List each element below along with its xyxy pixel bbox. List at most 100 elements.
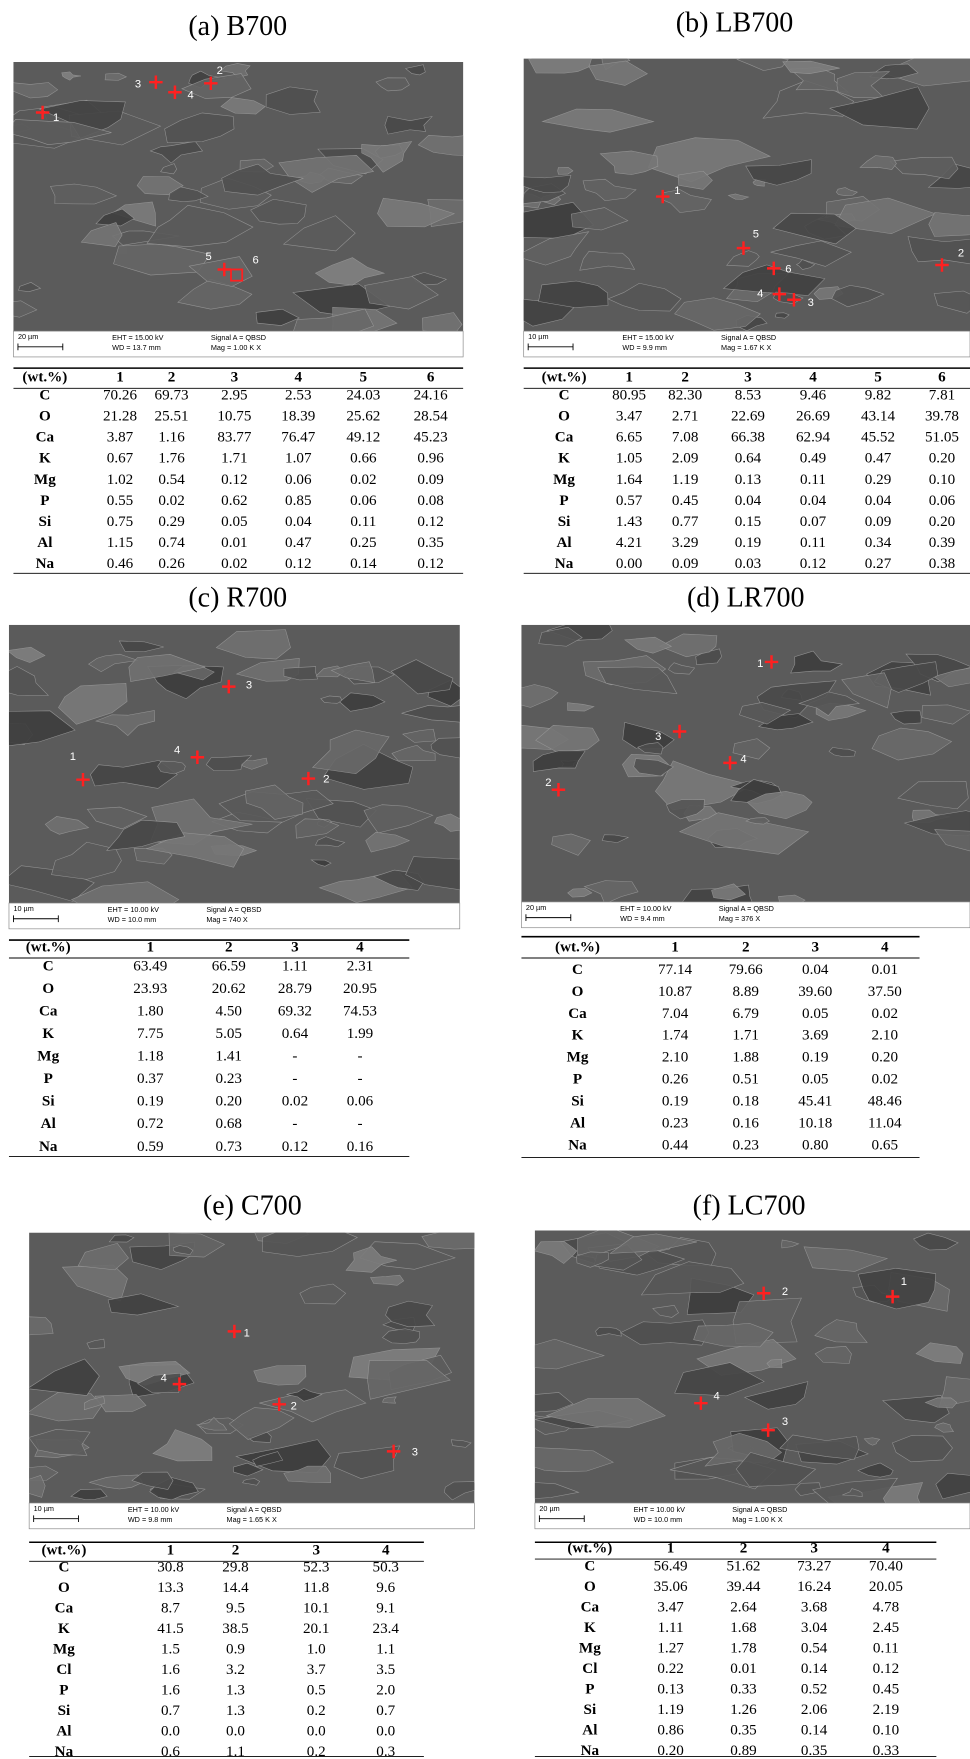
element-label: O	[572, 984, 584, 1000]
table-cell: 1.19	[657, 1702, 683, 1718]
table-cell: 73.27	[797, 1558, 831, 1574]
table-cell: 23.4	[373, 1621, 400, 1637]
table-cell: 0.18	[732, 1094, 758, 1110]
element-label: P	[559, 493, 568, 509]
element-label: Ca	[581, 1599, 600, 1615]
table-cell: 41.5	[157, 1621, 183, 1637]
table-cell: 0.44	[662, 1138, 689, 1154]
table-cell: 0.25	[350, 535, 376, 551]
element-label: K	[39, 451, 51, 467]
table-cell: 3.29	[672, 535, 698, 551]
table-cell: 10.1	[303, 1601, 329, 1617]
scale-label: 10 µm	[13, 904, 33, 913]
table-cell: 16.24	[797, 1579, 831, 1595]
element-label: Na	[555, 556, 574, 572]
table-cell: 0.74	[158, 535, 185, 551]
table-cell: 56.49	[654, 1558, 688, 1574]
signal-label: Signal A = QBSD	[227, 1505, 282, 1514]
table-cell: 0.45	[672, 493, 698, 509]
table-cell: 0.05	[802, 1072, 828, 1088]
table-cell: 0.5	[307, 1683, 326, 1699]
table-cell: 0.23	[216, 1071, 242, 1087]
table-cell: 1.3	[226, 1703, 245, 1719]
table-cell: 1.5	[161, 1642, 180, 1658]
table-header: 3	[810, 1540, 818, 1556]
table-cell: 0.12	[800, 556, 826, 572]
eht-label: EHT = 10.00 kV	[108, 905, 160, 914]
table-cell: 0.12	[417, 514, 443, 530]
element-label: Ca	[36, 430, 55, 446]
table-cell: 3.47	[657, 1599, 684, 1615]
table-cell: 0.02	[221, 556, 247, 572]
table-cell: 0.11	[800, 535, 826, 551]
element-label: Al	[56, 1724, 71, 1740]
element-label: Si	[571, 1094, 584, 1110]
table-cell: 80.95	[612, 388, 646, 404]
table-cell: 0.3	[376, 1744, 395, 1759]
element-label: Si	[58, 1703, 71, 1719]
element-label: K	[558, 451, 570, 467]
element-label: O	[558, 409, 570, 425]
panel-title: (f) LC700	[693, 1191, 806, 1222]
table-cell: 0.29	[865, 472, 891, 488]
table-cell: -	[292, 1049, 297, 1065]
table-cell: 39.60	[798, 984, 832, 1000]
element-label: Ca	[55, 1601, 74, 1617]
table-cell: 0.80	[802, 1138, 828, 1154]
table-cell: 1.05	[616, 451, 642, 467]
table-header: (wt.%)	[22, 370, 67, 386]
table-cell: 0.08	[417, 493, 443, 509]
table-cell: 2.53	[285, 388, 311, 404]
table-cell: 0.10	[873, 1723, 899, 1739]
table-cell: 0.20	[872, 1050, 898, 1066]
element-label: P	[59, 1683, 68, 1699]
table-cell: 14.4	[222, 1580, 249, 1596]
panel-title: (d) LR700	[687, 583, 805, 614]
table-cell: 82.30	[668, 388, 702, 404]
element-label: C	[39, 388, 50, 404]
table-cell: 0.59	[137, 1139, 163, 1155]
panel-title: (e) C700	[203, 1191, 302, 1222]
table-cell: 0.26	[662, 1072, 689, 1088]
element-label: Si	[39, 514, 52, 530]
table-cell: 0.15	[735, 514, 761, 530]
table-cell: 1.74	[662, 1028, 689, 1044]
table-cell: 0.33	[730, 1682, 756, 1698]
table-cell: 0.7	[161, 1703, 180, 1719]
table-cell: 25.62	[346, 409, 380, 425]
table-cell: 9.1	[376, 1601, 395, 1617]
table-cell: 0.01	[872, 962, 898, 978]
table-cell: 48.46	[868, 1094, 902, 1110]
element-label: Cl	[582, 1661, 597, 1677]
table-cell: 0.47	[285, 535, 312, 551]
table-cell: 0.64	[735, 451, 762, 467]
table-cell: 1.6	[161, 1683, 180, 1699]
point-label: 1	[757, 658, 763, 670]
element-label: Si	[584, 1702, 597, 1718]
point-label: 2	[323, 774, 329, 786]
wd-label: WD = 10.0 mm	[108, 915, 157, 924]
table-cell: 0.13	[657, 1682, 683, 1698]
point-label: 6	[253, 254, 259, 266]
table-cell: 74.53	[343, 1004, 377, 1020]
table-cell: 0.35	[801, 1743, 827, 1759]
table-cell: 70.40	[869, 1558, 903, 1574]
point-label: 4	[713, 1390, 719, 1402]
table-cell: 0.05	[802, 1006, 828, 1022]
table-cell: 45.52	[861, 430, 895, 446]
table-cell: 0.0	[376, 1724, 395, 1740]
table-cell: 7.81	[929, 388, 955, 404]
element-label: Na	[568, 1138, 587, 1154]
sem-image: 10 µmEHT = 15.00 kVWD = 9.9 mmSignal A =…	[492, 40, 970, 357]
element-label: C	[572, 962, 583, 978]
table-cell: 0.19	[137, 1094, 163, 1110]
table-cell: 1.11	[658, 1620, 684, 1636]
table-cell: 1.11	[282, 958, 308, 974]
table-cell: 0.16	[732, 1116, 759, 1132]
point-label: 1	[901, 1276, 907, 1288]
table-cell: 69.73	[155, 388, 189, 404]
table-cell: 29.8	[222, 1560, 248, 1576]
table-cell: 9.82	[865, 388, 891, 404]
point-label: 4	[161, 1372, 167, 1384]
table-cell: 0.19	[735, 535, 761, 551]
